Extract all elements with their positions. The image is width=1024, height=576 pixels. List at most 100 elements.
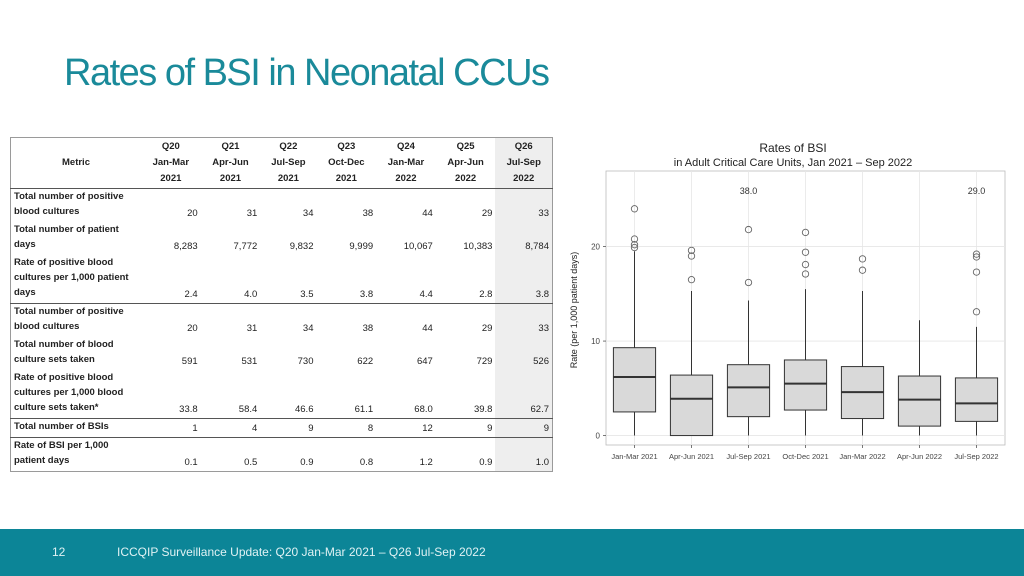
table-cell: 44 xyxy=(422,208,433,219)
box xyxy=(897,375,942,427)
box xyxy=(726,364,771,418)
outlier-point xyxy=(858,255,867,263)
table-cell: 31 xyxy=(246,208,258,219)
table-cell: 591 xyxy=(181,356,198,367)
table-cell: 622 xyxy=(357,356,374,367)
row-label: Total number of positive blood cultures xyxy=(14,191,124,217)
row-label: Total number of positive blood cultures xyxy=(10,303,141,337)
column-header-q24: Q24 Jan-Mar 2022 xyxy=(376,137,436,189)
table-row: Total number of patient days 8,283 7,772 … xyxy=(11,222,553,255)
table-cell: 10,067 xyxy=(403,241,433,252)
x-tick-label: Jan-Mar 2021 xyxy=(611,452,657,461)
table-header-row: Metric Q20 Jan-Mar 2021 Q21 Apr-Jun 2021 Q22… xyxy=(10,137,553,189)
table-cell: 9,832 xyxy=(289,241,314,252)
table-cell: 1.0 xyxy=(495,437,553,472)
table-cell: 33 xyxy=(495,188,553,222)
table-cell: 3.8 xyxy=(359,289,374,300)
x-tick-label: Jul-Sep 2022 xyxy=(954,452,998,461)
table-cell: 31 xyxy=(200,303,261,337)
table-cell: 526 xyxy=(495,337,553,370)
page-number: 12 xyxy=(52,545,66,559)
row-label: Total number of patient days xyxy=(14,224,119,250)
y-axis-label: Rate (per 1,000 patient days) xyxy=(569,252,579,369)
outlier-point xyxy=(801,270,810,278)
table-row: Total number of BSIs 1 4 9 8 12 9 9 xyxy=(10,418,553,438)
table-cell: 10,383 xyxy=(463,241,493,252)
outlier-point xyxy=(972,308,981,316)
table-cell: 1 xyxy=(141,418,201,438)
column-header-q25: Q25 Apr-Jun 2022 xyxy=(435,137,496,189)
outlier-point xyxy=(972,250,981,258)
metrics-table: Metric Q20 Jan-Mar 2021 Q21 Apr-Jun 2021 Q22… xyxy=(10,137,553,472)
x-tick-label: Oct-Dec 2021 xyxy=(782,452,828,461)
table-cell: 7,772 xyxy=(233,241,258,252)
table-row: Total number of positive blood cultures 2… xyxy=(11,188,553,222)
table-cell: 33 xyxy=(495,303,553,337)
table-cell: 1.2 xyxy=(376,437,436,472)
outlier-point xyxy=(687,276,696,284)
table-cell: 58.4 xyxy=(238,404,258,415)
table-cell: 0.9 xyxy=(435,437,496,472)
x-tick-label: Jul-Sep 2021 xyxy=(726,452,770,461)
column-header-q20: Q20 Jan-Mar 2021 xyxy=(141,137,201,189)
table-cell: 39.8 xyxy=(473,404,493,415)
table-cell: 44 xyxy=(376,303,436,337)
table-cell: 4.4 xyxy=(419,289,433,300)
table-row: Rate of positive blood cultures per 1,000… xyxy=(11,255,553,304)
table-cell: 8,784 xyxy=(495,222,553,255)
table-cell: 4 xyxy=(200,418,261,438)
table-cell: 0.1 xyxy=(141,437,201,472)
table-cell: 729 xyxy=(476,356,493,367)
table-cell: 9 xyxy=(435,418,496,438)
table-row: Rate of BSI per 1,000 patient days 0.1 0.… xyxy=(10,437,553,472)
table-cell: 12 xyxy=(376,418,436,438)
outlier-point xyxy=(858,266,867,274)
table-cell: 0.5 xyxy=(200,437,261,472)
table-cell: 62.7 xyxy=(495,370,553,419)
table-cell: 730 xyxy=(297,356,314,367)
y-tick-label: 10 xyxy=(591,337,600,346)
table-cell: 0.9 xyxy=(260,437,317,472)
page-title: Rates of BSI in Neonatal CCUs xyxy=(64,52,550,94)
outlier-point xyxy=(630,243,639,252)
row-label: Rate of positive blood cultures per 1,000… xyxy=(14,372,124,413)
chart-title: Rates of BSI xyxy=(759,141,826,155)
table-cell: 34 xyxy=(302,208,314,219)
table-cell: 3.8 xyxy=(495,255,553,304)
table-cell: 0.8 xyxy=(316,437,377,472)
column-header-q22: Q22 Jul-Sep 2021 xyxy=(260,137,317,189)
x-tick-label: Jan-Mar 2022 xyxy=(839,452,885,461)
table-cell: 2.8 xyxy=(479,289,493,300)
table-cell: 3.5 xyxy=(300,289,314,300)
table-cell: 9 xyxy=(260,418,317,438)
table-cell: 68.0 xyxy=(414,404,433,415)
outlier-point xyxy=(630,205,639,213)
table-cell: 8 xyxy=(316,418,377,438)
x-tick-label: Apr-Jun 2022 xyxy=(897,452,942,461)
table-cell: 9 xyxy=(495,418,553,438)
outlier-point xyxy=(801,248,810,256)
table-cell: 61.1 xyxy=(354,404,374,415)
box xyxy=(612,347,657,413)
box xyxy=(783,359,828,411)
box xyxy=(954,377,999,422)
outlier-point xyxy=(744,225,753,234)
table-cell: 29 xyxy=(481,208,493,219)
row-label: Rate of positive blood cultures per 1,000… xyxy=(14,257,129,298)
outlier-point xyxy=(744,278,753,287)
column-header-q23: Q23 Oct-Dec 2021 xyxy=(316,137,377,189)
outlier-point xyxy=(972,253,981,261)
outlier-point xyxy=(801,260,810,269)
table-cell: 33.8 xyxy=(179,404,198,415)
table-cell: 38 xyxy=(316,303,377,337)
outlier-point xyxy=(972,268,981,276)
table-row: Total number of positive blood cultures 2… xyxy=(10,303,553,337)
row-label: Total number of BSIs xyxy=(10,418,141,438)
table-row: Total number of blood culture sets taken … xyxy=(11,337,553,370)
annotation-label: 29.0 xyxy=(968,186,986,196)
table-cell: 38 xyxy=(362,208,374,219)
table-cell: 29 xyxy=(435,303,496,337)
outlier-point xyxy=(687,252,696,260)
footer-bar: 12 ICCQIP Surveillance Update: Q20 Jan-M… xyxy=(0,529,1024,576)
table-cell: 531 xyxy=(241,356,258,367)
